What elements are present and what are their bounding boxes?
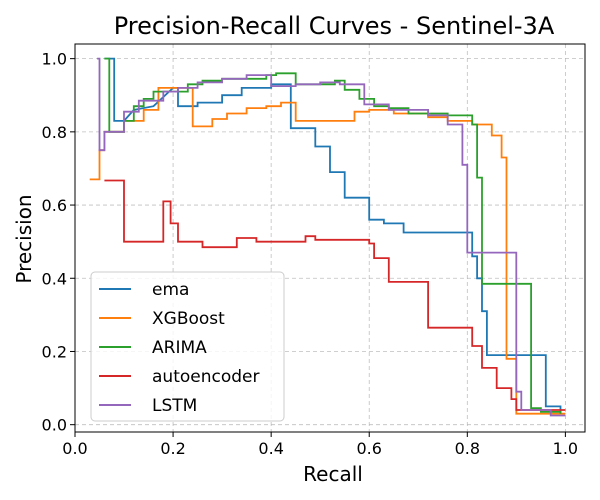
x-tick-label: 0.2	[160, 439, 185, 458]
chart-title: Precision-Recall Curves - Sentinel-3A	[114, 12, 555, 40]
series-line-xgboost	[89, 87, 566, 415]
y-axis-label: Precision	[12, 194, 36, 283]
ticks: 0.0 0.2 0.4 0.6 0.8 1.0 0.0 0.2 0.4 0.6 0.8 1.0	[42, 50, 579, 458]
y-tick-label: 0.4	[42, 269, 67, 288]
series-line-lstm	[97, 57, 566, 417]
x-tick-label: 0.0	[62, 439, 87, 458]
series-layer	[89, 57, 566, 417]
y-tick-label: 0.0	[42, 416, 67, 435]
legend-label-xgboost: XGBoost	[152, 309, 225, 329]
y-tick-label: 1.0	[42, 50, 67, 69]
series-line-autoencoder	[104, 179, 566, 411]
legend: ema XGBoost ARIMA autoencoder LSTM	[90, 271, 285, 422]
legend-label-lstm: LSTM	[152, 396, 197, 416]
legend-box	[90, 271, 285, 422]
y-tick-label: 0.2	[42, 342, 67, 361]
x-tick-label: 0.8	[455, 439, 480, 458]
legend-label-ema: ema	[152, 280, 189, 300]
legend-label-arima: ARIMA	[152, 338, 207, 358]
y-tick-label: 0.6	[42, 196, 67, 215]
x-axis-label: Recall	[303, 462, 363, 486]
x-tick-label: 0.6	[357, 439, 382, 458]
plot-frame	[74, 43, 586, 433]
x-tick-label: 0.4	[258, 439, 283, 458]
x-tick-label: 1.0	[553, 439, 578, 458]
series-line-arima	[104, 57, 562, 414]
legend-label-autoencoder: autoencoder	[152, 367, 259, 387]
y-tick-label: 0.8	[42, 123, 67, 142]
